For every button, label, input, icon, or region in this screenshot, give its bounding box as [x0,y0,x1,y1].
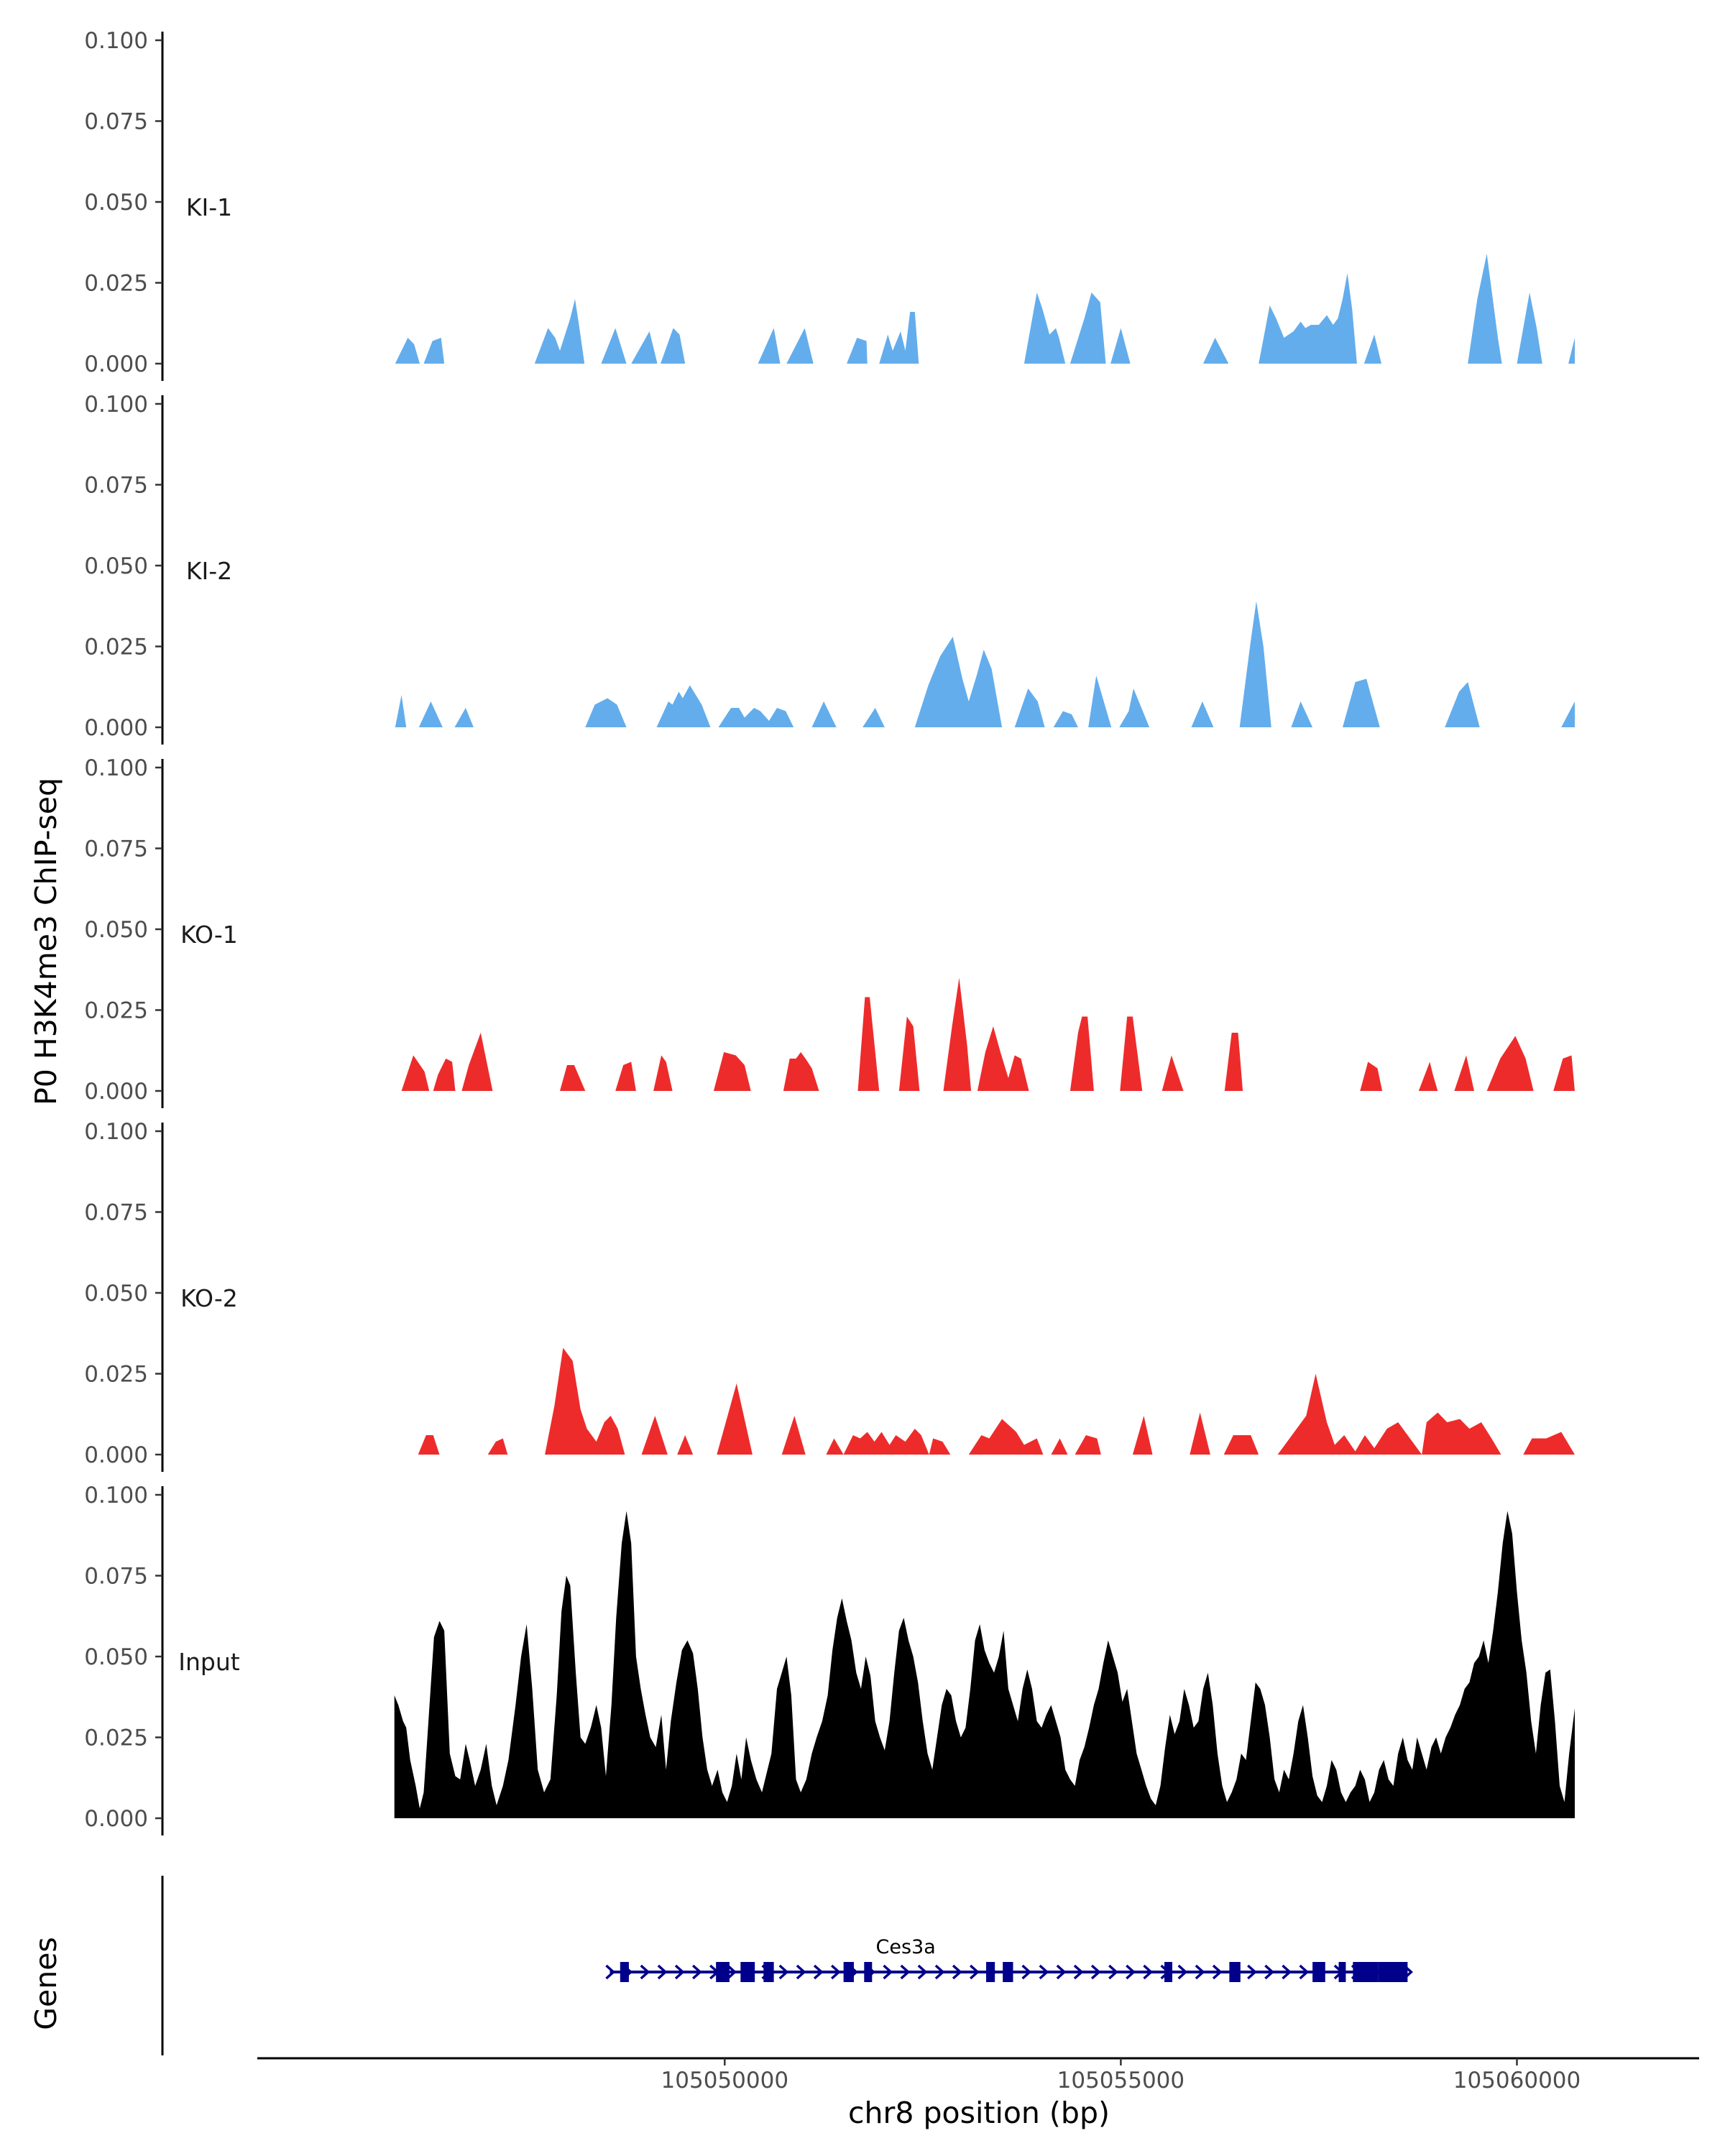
y-tick-label: 0.100 [84,392,148,418]
y-tick-label: 0.000 [84,351,148,377]
strand-arrow [778,1964,789,1980]
y-tick-label: 0.025 [84,271,148,297]
track-label: Input [178,1648,240,1676]
strand-arrow [1195,1964,1205,1980]
y-tick-label: 0.100 [84,28,148,54]
track-label: KO-1 [180,921,238,949]
y-tick-label: 0.050 [84,1644,148,1670]
x-tick-label: 105050000 [661,2068,789,2093]
strand-arrow [900,1964,911,1980]
track-ko-1: 0.000 0.025 0.050 0.075 0.100 KO-1 [84,755,1575,1108]
y-tick-label: 0.050 [84,190,148,216]
exon [864,1962,873,1982]
gene-track: Ces3a [161,1876,1414,2055]
y-tick-label: 0.100 [84,1483,148,1508]
gene-axis-title: Genes [29,1937,63,2030]
strand-arrow [952,1964,962,1980]
strand-arrow [813,1964,824,1980]
strand-arrow [1143,1964,1154,1980]
strand-arrow [605,1964,616,1980]
strand-arrow [657,1964,668,1980]
y-tick-label: 0.000 [84,1806,148,1832]
strand-arrow [1177,1964,1188,1980]
strand-arrow [1090,1964,1101,1980]
strand-arrow [1056,1964,1067,1980]
strand-arrow [1021,1964,1032,1980]
y-tick-label: 0.100 [84,755,148,781]
y-tick-label: 0.050 [84,553,148,579]
coverage-area [401,977,1575,1091]
exon [1164,1962,1173,1982]
y-tick-label: 0.025 [84,635,148,660]
strand-arrow [691,1964,702,1980]
exon [716,1962,730,1982]
exon [1353,1962,1379,1982]
strand-arrow [917,1964,928,1980]
exon [1312,1962,1325,1982]
y-tick-label: 0.025 [84,998,148,1024]
exon [986,1962,995,1982]
y-axis-title: P0 H3K4me3 ChIP-seq [29,778,63,1105]
strand-arrow [1282,1964,1292,1980]
track-ko-2: 0.000 0.025 0.050 0.075 0.100 KO-2 [84,1119,1576,1472]
strand-arrow [1247,1964,1257,1980]
strand-arrow [1299,1964,1310,1980]
strand-arrow [1073,1964,1084,1980]
exon [1338,1962,1346,1982]
track-label: KI-2 [186,557,232,585]
y-tick-label: 0.050 [84,1281,148,1307]
coverage-area [395,254,1575,364]
strand-arrow [830,1964,841,1980]
y-tick-label: 0.075 [84,1200,148,1226]
x-tick-label: 105055000 [1057,2068,1185,2093]
x-axis: 105050000 105055000 105060000 [257,2057,1699,2093]
y-tick-label: 0.075 [84,473,148,499]
y-tick-label: 0.025 [84,1726,148,1751]
exon [763,1962,774,1982]
strand-arrow [796,1964,806,1980]
coverage-area [395,601,1575,727]
exon [1229,1962,1241,1982]
y-tick-label: 0.075 [84,1564,148,1590]
exon [1003,1962,1013,1982]
y-tick-label: 0.000 [84,1442,148,1468]
exon [740,1962,755,1982]
strand-arrow [883,1964,893,1980]
strand-arrow [970,1964,980,1980]
strand-arrow [1264,1964,1274,1980]
track-label: KI-1 [186,193,232,221]
track-label: KO-2 [180,1284,238,1312]
track-input: 0.000 0.025 0.050 0.075 0.100 Input [84,1483,1576,1835]
y-tick-label: 0.075 [84,837,148,862]
coverage-area [394,1511,1576,1818]
exon [620,1962,629,1982]
strand-arrow [674,1964,685,1980]
strand-arrow [934,1964,945,1980]
gene-name-label: Ces3a [876,1936,936,1958]
exon [1378,1962,1408,1982]
tracks: 0.0000.0250.0500.0750.100KI-10.0000.0250… [84,28,1576,1835]
exon [843,1962,854,1982]
strand-arrow [727,1964,737,1980]
y-tick-label: 0.050 [84,917,148,943]
x-tick-label: 105060000 [1453,2068,1581,2093]
x-axis-title: chr8 position (bp) [848,2096,1110,2130]
y-tick-label: 0.000 [84,715,148,741]
strand-arrow [640,1964,650,1980]
strand-arrow [1108,1964,1118,1980]
y-tick-label: 0.075 [84,109,148,135]
y-tick-label: 0.025 [84,1362,148,1388]
y-tick-label: 0.100 [84,1119,148,1145]
track-ki-2: 0.000 0.025 0.050 0.075 0.100 KI-2 [84,392,1575,745]
track-ki-1: 0.000 0.025 0.050 0.075 0.100 KI-1 [84,28,1575,381]
strand-arrow [1126,1964,1136,1980]
y-tick-label: 0.000 [84,1079,148,1105]
coverage-area [418,1348,1576,1455]
strand-arrow [1039,1964,1049,1980]
strand-arrow [1212,1964,1223,1980]
